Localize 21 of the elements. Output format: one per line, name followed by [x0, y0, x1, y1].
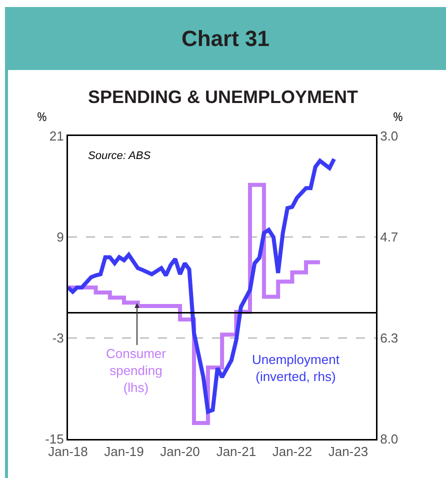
x-tick-label: Jan-19: [104, 444, 144, 460]
y-axis-title: %: [37, 108, 47, 125]
y-tick-label: -3: [52, 330, 64, 346]
text: Consumer spending (lhs): [106, 346, 167, 395]
annotation: Source: ABS: [88, 150, 152, 162]
y2-axis-title: %: [393, 108, 403, 125]
x-tick-label: Jan-18: [48, 444, 88, 460]
y-tick-label: 21: [49, 128, 64, 144]
y-tick-label: 9: [56, 230, 64, 245]
x-tick-label: Jan-23: [328, 444, 368, 460]
y2-tick-label: 6.3: [380, 330, 398, 346]
x-tick-label: Jan-22: [272, 444, 312, 460]
y-tick-label: -15: [45, 432, 64, 447]
y2-tick-label: 4.7: [380, 230, 398, 245]
y2-tick-label: 8.0: [380, 432, 398, 447]
x-tick-label: Jan-21: [216, 444, 256, 460]
x-tick-label: Jan-20: [160, 444, 200, 460]
chart-subtitle: SPENDING & UNEMPLOYMENT: [88, 86, 358, 107]
y2-tick-label: 3.0: [380, 128, 398, 144]
chart-title: Chart 31: [5, 7, 446, 70]
series-label: Unemployment (inverted, rhs): [252, 352, 340, 384]
